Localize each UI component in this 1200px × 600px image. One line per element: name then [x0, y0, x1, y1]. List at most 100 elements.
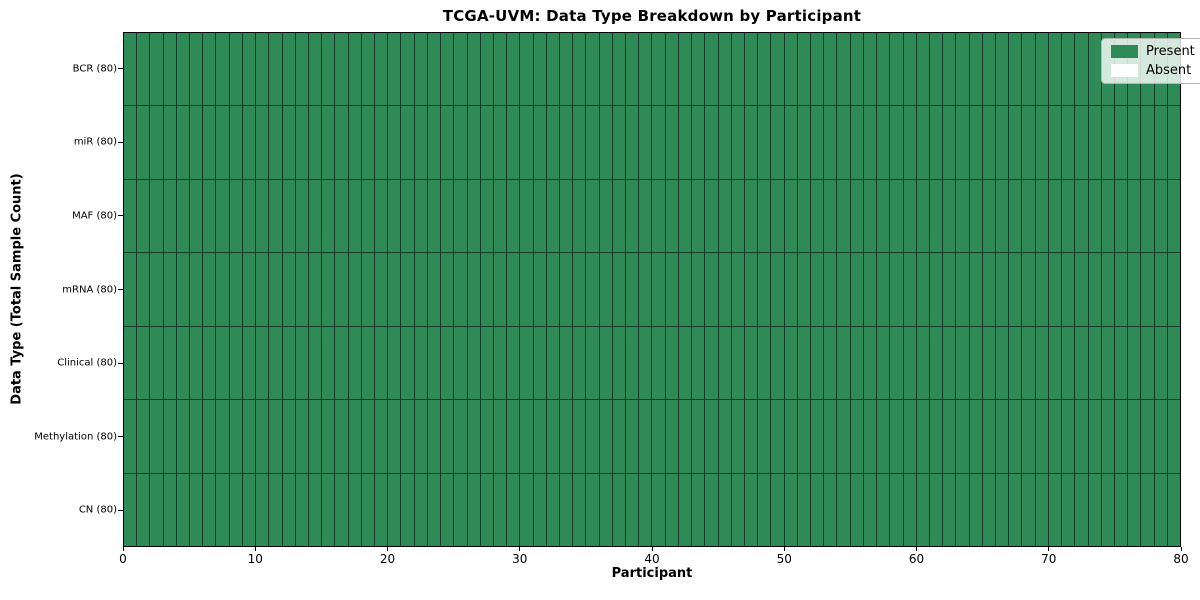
heatmap-cell: [282, 473, 295, 546]
heatmap-cell: [1075, 179, 1088, 253]
heatmap-cell: [811, 179, 824, 253]
heatmap-cell: [916, 473, 929, 546]
heatmap-cell: [982, 473, 996, 546]
heatmap-cell: [190, 253, 203, 326]
heatmap-cell: [1035, 473, 1048, 546]
heatmap-cell: [718, 326, 731, 400]
heatmap-cell: [203, 400, 216, 473]
heatmap-cell: [203, 473, 216, 546]
x-tick-label: 50: [776, 552, 792, 566]
heatmap-cell: [520, 326, 533, 400]
heatmap-cell: [335, 400, 348, 473]
heatmap-cell: [639, 33, 652, 106]
heatmap-cell: [361, 33, 375, 106]
heatmap-cell: [850, 106, 863, 179]
heatmap-cell: [996, 473, 1009, 546]
heatmap-cell: [507, 106, 520, 179]
heatmap-cell: [956, 326, 969, 400]
heatmap-cell: [414, 473, 427, 546]
heatmap-cell: [916, 179, 929, 253]
heatmap-cell: [771, 400, 784, 473]
heatmap-cell: [639, 106, 652, 179]
heatmap-cell: [903, 473, 916, 546]
heatmap-cell: [705, 326, 718, 400]
x-tick-label: 30: [512, 552, 528, 566]
heatmap-cell: [1101, 253, 1114, 326]
heatmap-cell: [361, 106, 375, 179]
heatmap-cell: [124, 253, 137, 326]
heatmap-cell: [784, 473, 797, 546]
heatmap-cell: [124, 473, 137, 546]
heatmap-cell: [335, 473, 348, 546]
heatmap-cell: [929, 106, 943, 179]
heatmap-cell: [269, 106, 282, 179]
heatmap-cell: [850, 400, 863, 473]
heatmap-cell: [256, 326, 269, 400]
heatmap-cell: [863, 400, 877, 473]
heatmap-cell: [546, 179, 559, 253]
heatmap-cell: [758, 106, 771, 179]
heatmap-cell: [824, 33, 837, 106]
heatmap-cell: [507, 400, 520, 473]
heatmap-cell: [731, 179, 744, 253]
plot-area: [123, 32, 1181, 547]
heatmap-cell: [269, 326, 282, 400]
heatmap-cell: [1154, 106, 1167, 179]
heatmap-cell: [1088, 33, 1101, 106]
heatmap-cell: [771, 473, 784, 546]
heatmap-cell: [375, 253, 388, 326]
heatmap-cell: [705, 253, 718, 326]
heatmap-cell: [837, 326, 850, 400]
heatmap-cell: [612, 473, 626, 546]
heatmap-cell: [850, 473, 863, 546]
heatmap-cell: [1141, 473, 1154, 546]
heatmap-cell: [454, 400, 467, 473]
heatmap-cell: [203, 106, 216, 179]
x-tick-mark: [122, 547, 124, 551]
heatmap-cell: [282, 253, 295, 326]
heatmap-cell: [586, 106, 599, 179]
heatmap-cell: [678, 179, 692, 253]
heatmap-cell: [586, 253, 599, 326]
heatmap-cell: [427, 326, 441, 400]
heatmap-cell: [1009, 326, 1022, 400]
heatmap-cell: [850, 33, 863, 106]
chart-title: TCGA-UVM: Data Type Breakdown by Partici…: [442, 7, 862, 25]
heatmap-cell: [811, 33, 824, 106]
x-tick-label: 40: [644, 552, 660, 566]
heatmap-cell: [427, 473, 441, 546]
heatmap-cell: [1114, 179, 1128, 253]
x-tick-mark: [387, 547, 388, 551]
heatmap-cell: [943, 179, 956, 253]
heatmap-cell: [665, 179, 678, 253]
heatmap-cell: [229, 473, 242, 546]
x-tick-label: 60: [908, 552, 925, 566]
heatmap-cell: [348, 400, 361, 473]
heatmap-cell: [996, 400, 1009, 473]
heatmap-cell: [626, 473, 639, 546]
heatmap-cell: [1154, 326, 1167, 400]
heatmap-cell: [969, 106, 982, 179]
heatmap-cell: [731, 326, 744, 400]
heatmap-cell: [335, 253, 348, 326]
heatmap-cell: [216, 326, 229, 400]
heatmap-cell: [560, 326, 573, 400]
y-tick-mark: [118, 68, 123, 70]
heatmap-cell: [824, 106, 837, 179]
heatmap-cell: [837, 33, 850, 106]
heatmap-cell: [1035, 106, 1048, 179]
heatmap-cell: [877, 473, 890, 546]
legend-entry: Present: [1111, 45, 1195, 58]
heatmap-cell: [335, 106, 348, 179]
heatmap-cell: [996, 326, 1009, 400]
heatmap-cell: [665, 400, 678, 473]
heatmap-cell: [295, 253, 308, 326]
heatmap-cell: [969, 326, 982, 400]
heatmap-cell: [414, 326, 427, 400]
heatmap-cell: [1048, 106, 1062, 179]
heatmap-cell: [678, 253, 692, 326]
heatmap-cell: [1141, 253, 1154, 326]
heatmap-cell: [308, 253, 322, 326]
heatmap-cell: [982, 326, 996, 400]
heatmap-cell: [454, 473, 467, 546]
